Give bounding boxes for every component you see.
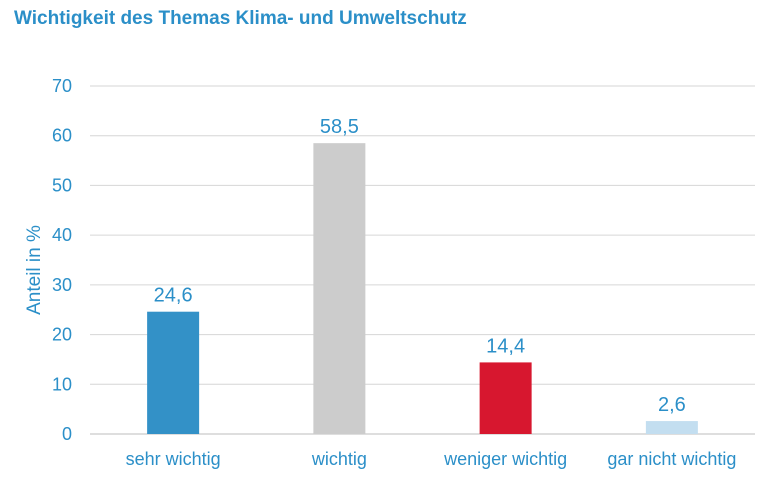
y-axis-ticks: 0 10 20 30 40 50 60 70	[52, 76, 72, 444]
y-tick-label: 10	[52, 374, 72, 394]
bar-wichtig	[313, 143, 366, 434]
category-label: gar nicht wichtig	[607, 449, 736, 469]
data-labels: 24,6 58,5 14,4 2,6	[154, 116, 686, 416]
y-tick-label: 20	[52, 325, 72, 345]
bar-gar-nicht-wichtig	[645, 421, 698, 434]
x-axis-categories: sehr wichtig wichtig weniger wichtig gar ni…	[126, 449, 737, 469]
data-label: 2,6	[658, 394, 686, 416]
bar-sehr-wichtig	[147, 311, 200, 434]
data-label: 14,4	[486, 335, 525, 357]
y-tick-label: 30	[52, 275, 72, 295]
y-tick-label: 0	[62, 424, 72, 444]
gridlines	[90, 85, 755, 435]
y-tick-label: 60	[52, 126, 72, 146]
category-label: wichtig	[311, 449, 367, 469]
bar-weniger-wichtig	[479, 362, 532, 434]
y-tick-label: 40	[52, 225, 72, 245]
data-label: 24,6	[154, 285, 193, 307]
y-axis-title: Anteil in %	[24, 225, 45, 315]
y-tick-label: 70	[52, 76, 72, 96]
bars	[147, 143, 698, 434]
y-tick-label: 50	[52, 175, 72, 195]
category-label: weniger wichtig	[443, 449, 567, 469]
chart-title: Wichtigkeit des Themas Klima- und Umwelt…	[14, 8, 467, 29]
category-label: sehr wichtig	[126, 449, 221, 469]
data-label: 58,5	[320, 116, 359, 138]
